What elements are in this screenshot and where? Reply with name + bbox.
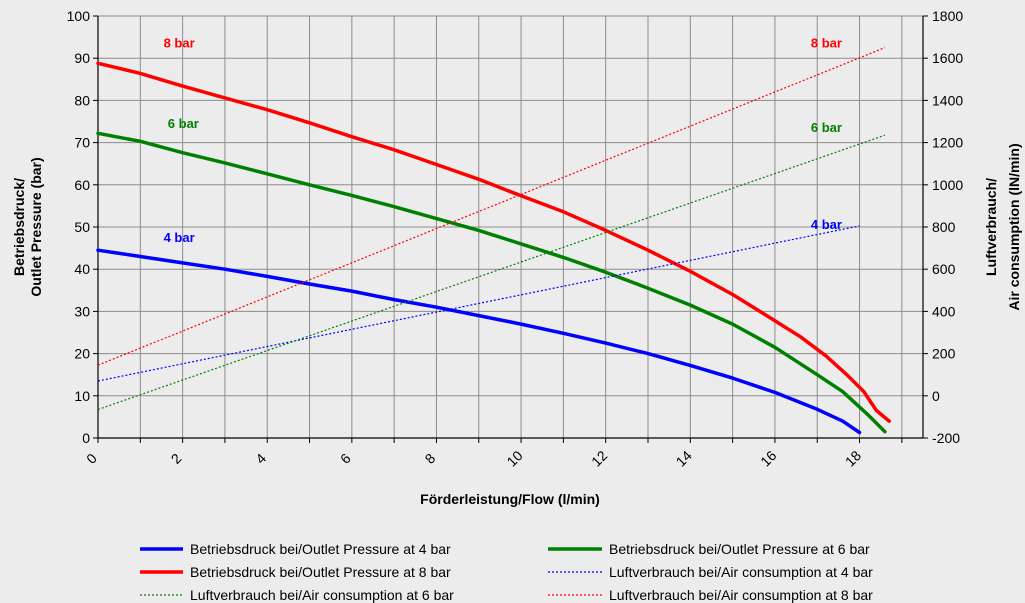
series-line-6: [97, 47, 886, 366]
y-tick-label-right: 1200: [932, 135, 963, 151]
x-tick-label: 16: [757, 447, 779, 469]
y-tick-label-left: 60: [74, 177, 90, 193]
series-line-2: [96, 131, 887, 434]
legend-label: Betriebsdruck bei/Outlet Pressure at 6 b…: [609, 541, 870, 557]
y-tick-label-right: 400: [932, 303, 956, 319]
series-label: 8 bar: [811, 36, 842, 51]
x-tick-label: 8: [422, 450, 439, 467]
series-line-1: [96, 248, 862, 435]
legend: Betriebsdruck bei/Outlet Pressure at 4 b…: [140, 541, 873, 603]
series-line-3: [96, 61, 891, 423]
y-tick-label-right: 1600: [932, 50, 963, 66]
x-tick-label: 0: [83, 450, 100, 467]
y-tick-label-left: 10: [74, 388, 90, 404]
series-line-5: [97, 134, 886, 411]
x-tick-label: 2: [168, 450, 185, 467]
series-label: 4 bar: [164, 230, 195, 245]
series-labels: 8 bar 6 bar 4 bar 8 bar 6 bar 4 bar: [164, 36, 842, 245]
y-tick-label-left: 70: [74, 135, 90, 151]
x-tick-label: 12: [588, 447, 610, 469]
tick-labels: 0 2 4 6 8 10 12 14 16 18 0 10 20 30 40 50 60 70 80 90 100 -20…: [67, 8, 964, 470]
x-tick-label: 6: [337, 450, 354, 467]
legend-label: Betriebsdruck bei/Outlet Pressure at 4 b…: [190, 541, 451, 557]
series-label: 6 bar: [811, 120, 842, 135]
series-label: 6 bar: [168, 116, 199, 131]
y-tick-label-right: 1000: [932, 177, 963, 193]
y-tick-label-right: 0: [932, 388, 940, 404]
series-line-4: [97, 225, 860, 382]
x-tick-label: 4: [252, 450, 269, 467]
y-axis-right-title-line2: Air consumption (lN/min): [1006, 143, 1022, 310]
y-tick-label-left: 50: [74, 219, 90, 235]
y-tick-label-right: 1400: [932, 92, 963, 108]
y-tick-label-left: 40: [74, 261, 90, 277]
y-tick-label-left: 0: [82, 430, 90, 446]
y-axis-left-title-line2: Outlet Pressure (bar): [28, 157, 44, 296]
y-tick-label-left: 20: [74, 346, 90, 362]
x-tick-label: 14: [673, 447, 695, 469]
y-tick-label-left: 100: [67, 8, 91, 24]
y-tick-label-right: 1800: [932, 8, 963, 24]
legend-label: Luftverbrauch bei/Air consumption at 4 b…: [609, 564, 873, 580]
axes: [93, 15, 928, 443]
series-label: 4 bar: [811, 217, 842, 232]
y-tick-label-right: 600: [932, 261, 956, 277]
y-axis-left-title-line1: Betriebsdruck/: [11, 178, 27, 276]
x-axis-title: Förderleistung/Flow (l/min): [420, 491, 600, 507]
legend-label: Luftverbrauch bei/Air consumption at 8 b…: [609, 587, 873, 603]
y-axis-right-title-line1: Luftverbrauch/: [983, 178, 999, 276]
x-tick-label: 10: [503, 447, 525, 469]
legend-label: Luftverbrauch bei/Air consumption at 6 b…: [190, 587, 454, 603]
series-label: 8 bar: [164, 36, 195, 51]
y-tick-label-right: 800: [932, 219, 956, 235]
y-tick-label-left: 90: [74, 50, 90, 66]
y-tick-label-right: 200: [932, 346, 956, 362]
y-tick-label-right: -200: [932, 430, 960, 446]
legend-label: Betriebsdruck bei/Outlet Pressure at 8 b…: [190, 564, 451, 580]
x-tick-label: 18: [842, 447, 864, 469]
series-lines: [96, 47, 891, 435]
y-tick-label-left: 30: [74, 303, 90, 319]
y-tick-label-left: 80: [74, 92, 90, 108]
